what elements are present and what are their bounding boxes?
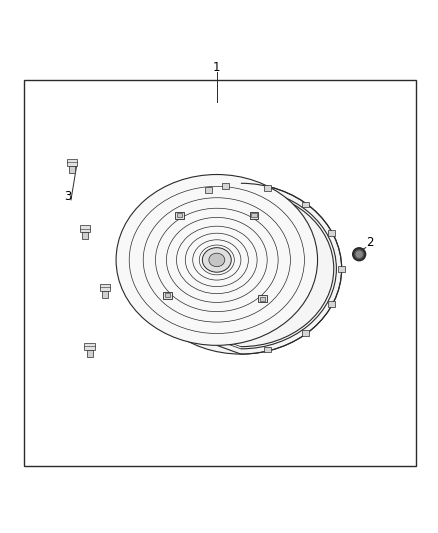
Bar bbox=[205, 187, 212, 193]
Ellipse shape bbox=[116, 174, 318, 345]
Bar bbox=[177, 213, 182, 217]
Bar bbox=[265, 346, 272, 352]
Bar bbox=[85, 343, 95, 350]
Bar bbox=[165, 293, 170, 297]
Bar bbox=[258, 295, 267, 302]
Bar bbox=[251, 213, 257, 217]
Bar bbox=[222, 183, 229, 189]
Bar bbox=[80, 225, 91, 232]
Bar bbox=[102, 290, 108, 297]
Ellipse shape bbox=[140, 183, 342, 354]
Bar bbox=[163, 292, 172, 298]
Bar bbox=[328, 301, 335, 307]
Bar bbox=[260, 296, 265, 301]
Ellipse shape bbox=[202, 248, 231, 272]
Ellipse shape bbox=[209, 253, 225, 266]
Bar bbox=[265, 185, 272, 191]
Bar bbox=[100, 284, 110, 290]
Bar bbox=[82, 232, 88, 239]
Text: 2: 2 bbox=[366, 236, 374, 249]
Ellipse shape bbox=[356, 251, 362, 257]
Text: 3: 3 bbox=[64, 190, 71, 203]
Bar bbox=[87, 350, 93, 357]
Text: 1: 1 bbox=[213, 61, 221, 74]
Bar bbox=[250, 212, 258, 219]
Bar bbox=[67, 159, 78, 166]
Bar bbox=[175, 212, 184, 219]
Bar bbox=[302, 330, 309, 336]
Bar bbox=[24, 80, 416, 466]
Bar bbox=[328, 230, 335, 236]
Bar bbox=[302, 201, 309, 207]
Ellipse shape bbox=[353, 248, 365, 260]
Bar bbox=[69, 166, 75, 173]
Bar bbox=[338, 266, 345, 271]
